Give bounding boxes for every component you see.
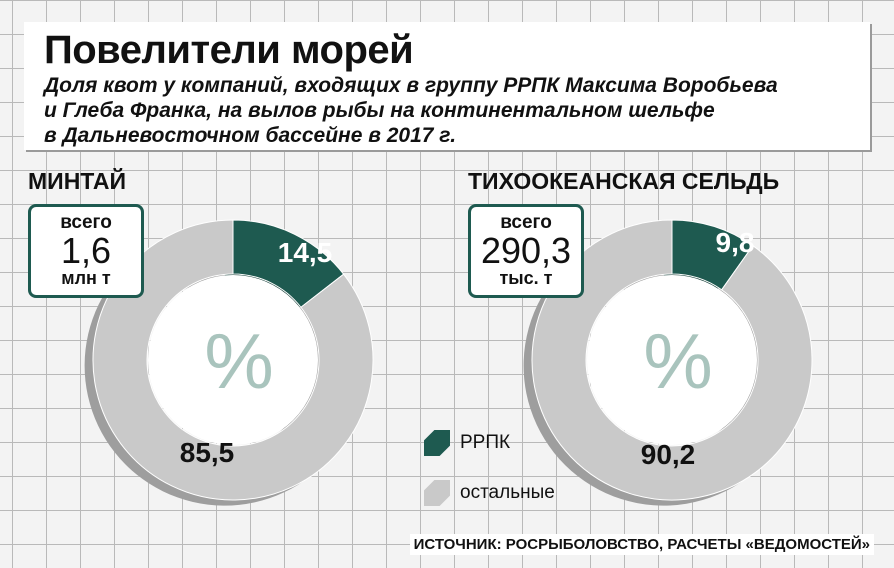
herring-value-label-1: 90,2 [641, 439, 696, 470]
pollock-total-unit: млн т [61, 268, 111, 288]
source-note: ИСТОЧНИК: РОСРЫБОЛОВСТВО, РАСЧЕТЫ «ВЕДОМ… [409, 534, 874, 555]
pollock-value-label-1: 85,5 [180, 437, 235, 468]
herring-total-value: 290,3 [480, 230, 572, 271]
subtitle-line-2: и Глеба Франка, на вылов рыбы на контине… [44, 99, 715, 122]
herring-section-title: ТИХООКЕАНСКАЯ СЕЛЬДЬ [468, 168, 780, 194]
legend-swatch-others [424, 480, 450, 506]
legend-label-others: остальные [460, 482, 555, 503]
subtitle-line-3: в Дальневосточном бассейне в 2017 г. [44, 124, 457, 147]
legend-item-rrpk: РРПК [424, 430, 510, 456]
pollock-percent-sign: % [204, 317, 273, 405]
pollock-total-box: всего 1,6 млн т [28, 204, 144, 298]
herring-value-label-0: 9,8 [716, 227, 755, 258]
chart-title: Повелители морей [44, 28, 414, 72]
header-panel [24, 22, 870, 150]
legend-label-rrpk: РРПК [460, 432, 511, 453]
legend-swatch-rrpk [424, 430, 450, 456]
herring-total-unit: тыс. т [499, 268, 553, 288]
pollock-section-title: МИНТАЙ [28, 168, 127, 194]
pollock-donut-hole [148, 275, 318, 445]
pollock-total-value: 1,6 [60, 230, 112, 271]
pollock-total-label: всего [60, 212, 112, 233]
herring-total-label: всего [500, 212, 552, 233]
subtitle-line-1: Доля квот у компаний, входящих в группу … [44, 74, 778, 97]
herring-slice-1 [531, 219, 813, 501]
legend-item-others: остальные [424, 480, 555, 506]
pollock-value-label-0: 14,5 [278, 237, 333, 268]
pollock-slice-1 [92, 219, 374, 501]
herring-donut-hole [587, 275, 757, 445]
herring-total-box: всего 290,3 тыс. т [468, 204, 584, 298]
herring-percent-sign: % [643, 317, 712, 405]
